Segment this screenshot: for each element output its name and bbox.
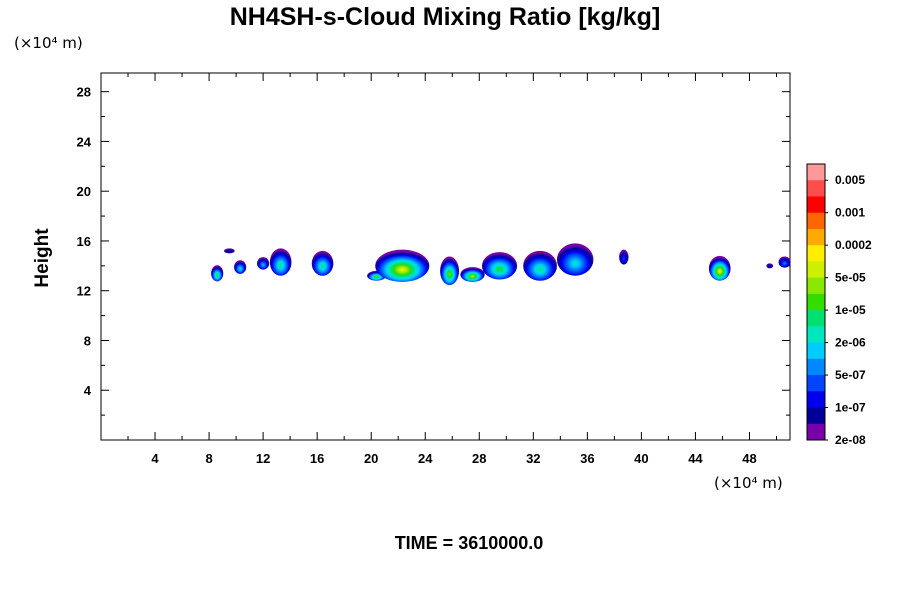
cloud-blob bbox=[211, 265, 224, 282]
cloud-blob bbox=[375, 249, 430, 283]
colorbar-label: 5e-05 bbox=[835, 271, 866, 285]
cloud-blob bbox=[460, 267, 485, 283]
colorbar-swatch bbox=[807, 342, 825, 360]
plot-frame bbox=[100, 72, 791, 441]
cloud-blob bbox=[766, 263, 774, 269]
cloud-blob bbox=[523, 250, 557, 281]
x-tick-label: 40 bbox=[634, 451, 648, 466]
y-axis-unit: (×10⁴ m) bbox=[14, 34, 83, 52]
colorbar-swatch bbox=[807, 261, 825, 279]
cloud-blob bbox=[223, 248, 235, 254]
y-tick-label: 4 bbox=[84, 383, 92, 398]
colorbar-swatch bbox=[807, 277, 825, 295]
cloud-blob bbox=[481, 252, 518, 280]
cloud-blob bbox=[269, 248, 292, 276]
colorbar-swatch bbox=[807, 245, 825, 262]
colorbar-swatch bbox=[807, 310, 825, 327]
colorbar-label: 0.0002 bbox=[835, 238, 872, 252]
cloud-blob bbox=[708, 255, 731, 281]
colorbar-swatch bbox=[807, 358, 825, 376]
x-tick-label: 4 bbox=[151, 451, 159, 466]
x-tick-label: 24 bbox=[418, 451, 433, 466]
y-tick-label: 16 bbox=[77, 234, 91, 249]
cloud-blob bbox=[311, 250, 334, 276]
time-label: TIME = 3610000.0 bbox=[395, 533, 544, 553]
colorbar-swatch bbox=[807, 326, 825, 343]
colorbar-legend: 0.005 0.001 0.0002 5e-05 1e-05 2e-06 5e-07 1e-0… bbox=[806, 163, 872, 447]
colorbar-frame bbox=[806, 163, 826, 441]
x-tick-label: 8 bbox=[205, 451, 212, 466]
colorbar-swatch bbox=[807, 375, 825, 392]
x-tick-label: 12 bbox=[256, 451, 270, 466]
colorbar-swatch bbox=[807, 293, 825, 311]
colorbar-swatch bbox=[807, 228, 825, 246]
cloud-blob bbox=[234, 260, 247, 274]
data-layer bbox=[211, 243, 791, 286]
colorbar-swatch bbox=[807, 180, 825, 197]
colorbar-swatch bbox=[807, 407, 825, 425]
colorbar-label: 1e-05 bbox=[835, 303, 866, 317]
x-tick-label: 16 bbox=[310, 451, 324, 466]
y-tick-label: 28 bbox=[77, 85, 91, 100]
colorbar-label: 2e-08 bbox=[835, 433, 866, 447]
colorbar-swatch bbox=[807, 391, 825, 408]
colorbar-label: 5e-07 bbox=[835, 368, 866, 382]
colorbar-swatch bbox=[807, 212, 825, 230]
y-tick-label: 8 bbox=[84, 333, 91, 348]
colorbar-label: 1e-07 bbox=[835, 401, 866, 415]
cloud-blob bbox=[778, 256, 791, 268]
y-tick-label: 12 bbox=[77, 284, 91, 299]
x-tick-label: 20 bbox=[364, 451, 378, 466]
cloud-blob bbox=[257, 257, 270, 270]
x-tick-label: 32 bbox=[526, 451, 540, 466]
x-tick-label: 44 bbox=[688, 451, 703, 466]
x-tick-label: 36 bbox=[580, 451, 594, 466]
chart-title: NH4SH-s-Cloud Mixing Ratio [kg/kg] bbox=[230, 3, 661, 31]
y-tick-label: 24 bbox=[77, 134, 92, 149]
y-axis-label: Height bbox=[32, 228, 53, 288]
x-axis-unit: (×10⁴ m) bbox=[714, 474, 783, 492]
colorbar-label: 0.001 bbox=[835, 206, 865, 220]
colorbar-swatch bbox=[807, 196, 825, 214]
y-tick-label: 20 bbox=[77, 184, 91, 199]
x-tick-label: 28 bbox=[472, 451, 486, 466]
cloud-blob bbox=[440, 256, 460, 286]
cloud-blob bbox=[556, 243, 594, 276]
colorbar-swatch bbox=[807, 164, 825, 181]
colorbar-label: 0.005 bbox=[835, 173, 865, 187]
colorbar-label: 2e-06 bbox=[835, 336, 866, 350]
x-tick-label: 48 bbox=[742, 451, 756, 466]
colorbar-swatch bbox=[807, 423, 825, 441]
cloud-blob bbox=[619, 249, 629, 265]
